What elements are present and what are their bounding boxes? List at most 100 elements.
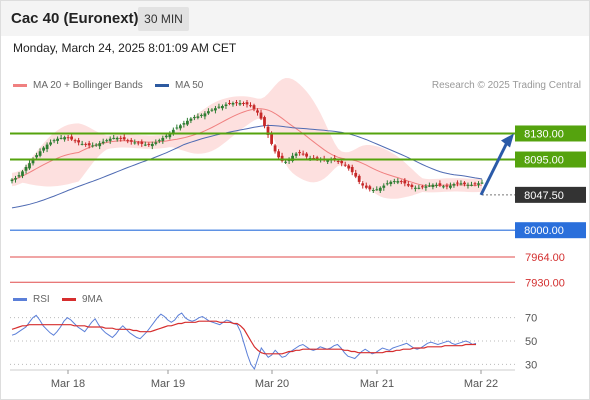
candle-body bbox=[266, 126, 270, 135]
candle-body bbox=[112, 137, 116, 139]
forecast-arrow bbox=[479, 141, 509, 196]
ma50-line bbox=[11, 125, 483, 209]
resistance-tag bbox=[515, 151, 586, 168]
candle-body bbox=[414, 187, 417, 189]
rsi-tick-label: 30 bbox=[525, 359, 537, 371]
credit-label: Research © 2025 Trading Central bbox=[431, 80, 581, 91]
candle-body bbox=[347, 165, 351, 169]
candle-body bbox=[21, 171, 24, 176]
rsi-ma-legend: 9MA bbox=[62, 294, 103, 305]
candle-body bbox=[221, 106, 224, 109]
candle-body bbox=[31, 158, 35, 164]
candle-body bbox=[129, 140, 133, 142]
candle-body bbox=[122, 137, 126, 140]
candle-body bbox=[214, 108, 217, 111]
candle-body bbox=[115, 137, 119, 140]
rsi-ma-legend-label: 9MA bbox=[82, 294, 103, 305]
candle-body bbox=[235, 102, 238, 104]
candle-body bbox=[87, 143, 91, 146]
candle-body bbox=[326, 160, 330, 162]
candle-body bbox=[45, 144, 49, 150]
candle-body bbox=[354, 172, 358, 177]
candle-body bbox=[200, 114, 203, 116]
candle-body bbox=[182, 123, 186, 125]
minor-level-value: 7964.00 bbox=[525, 252, 565, 264]
candle-body bbox=[424, 186, 428, 188]
candle-body bbox=[270, 134, 273, 144]
candle-body bbox=[273, 145, 277, 152]
candle-body bbox=[101, 141, 105, 144]
rsi-legend-swatch bbox=[13, 297, 27, 301]
bb-legend: MA 20 + Bollinger Bands bbox=[13, 80, 143, 91]
candle-body bbox=[438, 183, 442, 186]
current-price-tag bbox=[515, 186, 586, 203]
candle-body bbox=[224, 104, 228, 106]
candle-body bbox=[382, 185, 386, 188]
candle-body bbox=[231, 103, 235, 105]
candle-body bbox=[203, 113, 207, 117]
candle-body bbox=[10, 179, 14, 182]
candle-body bbox=[17, 175, 21, 177]
current-price-value: 8047.50 bbox=[524, 190, 564, 202]
candle-body bbox=[70, 136, 73, 140]
candle-body bbox=[143, 144, 147, 146]
candle-body bbox=[399, 181, 403, 183]
candle-body bbox=[56, 138, 59, 141]
candle-body bbox=[403, 180, 407, 184]
x-tick-label: Mar 21 bbox=[360, 378, 394, 390]
candle-body bbox=[196, 116, 200, 118]
candle-body bbox=[368, 186, 372, 190]
candle-body bbox=[207, 111, 210, 114]
candle-body bbox=[168, 132, 172, 138]
candle-body bbox=[252, 105, 256, 109]
candle-body bbox=[466, 184, 470, 186]
candle-body bbox=[256, 110, 259, 113]
candle-body bbox=[259, 112, 263, 119]
candle-body bbox=[428, 185, 431, 187]
rsi-line bbox=[11, 312, 477, 371]
rsi-ma-line bbox=[11, 320, 476, 355]
candle-body bbox=[80, 143, 84, 145]
x-tick-label: Mar 18 bbox=[51, 378, 85, 390]
candle-body bbox=[280, 155, 284, 161]
candle-body bbox=[193, 117, 196, 119]
candle-body bbox=[91, 145, 95, 147]
candle-body bbox=[38, 151, 42, 156]
candle-body bbox=[119, 137, 123, 139]
candle-body bbox=[164, 135, 168, 138]
support-tag bbox=[515, 222, 586, 239]
candle-body bbox=[238, 103, 242, 105]
candle-body bbox=[186, 120, 189, 125]
candle-body bbox=[52, 140, 56, 142]
candle-body bbox=[361, 183, 365, 186]
rsi-tick-label: 50 bbox=[525, 336, 537, 348]
candle-body bbox=[133, 142, 137, 144]
candle-body bbox=[350, 167, 354, 173]
x-tick-label: Mar 22 bbox=[464, 378, 498, 390]
candle-body bbox=[24, 167, 28, 171]
candle-body bbox=[189, 118, 193, 121]
candle-body bbox=[108, 138, 112, 141]
candle-body bbox=[470, 184, 473, 186]
candle-body bbox=[217, 106, 221, 108]
resistance-tag bbox=[515, 125, 586, 142]
rsi-tick-label: 70 bbox=[525, 313, 537, 325]
candle-body bbox=[242, 103, 245, 104]
timeframe-button[interactable]: 30 MIN bbox=[138, 7, 189, 31]
candle-body bbox=[35, 155, 38, 158]
candle-body bbox=[245, 102, 249, 105]
candle-body bbox=[84, 143, 88, 145]
candle-body bbox=[42, 147, 45, 151]
candle-body bbox=[449, 185, 452, 188]
candle-body bbox=[249, 105, 252, 107]
candle-body bbox=[263, 117, 266, 126]
candle-body bbox=[417, 187, 421, 189]
candle-body bbox=[28, 163, 31, 169]
candle-body bbox=[136, 142, 140, 144]
bollinger-band bbox=[12, 78, 482, 199]
candle-body bbox=[210, 109, 214, 111]
candle-body bbox=[147, 143, 151, 145]
candle-body bbox=[305, 153, 308, 157]
